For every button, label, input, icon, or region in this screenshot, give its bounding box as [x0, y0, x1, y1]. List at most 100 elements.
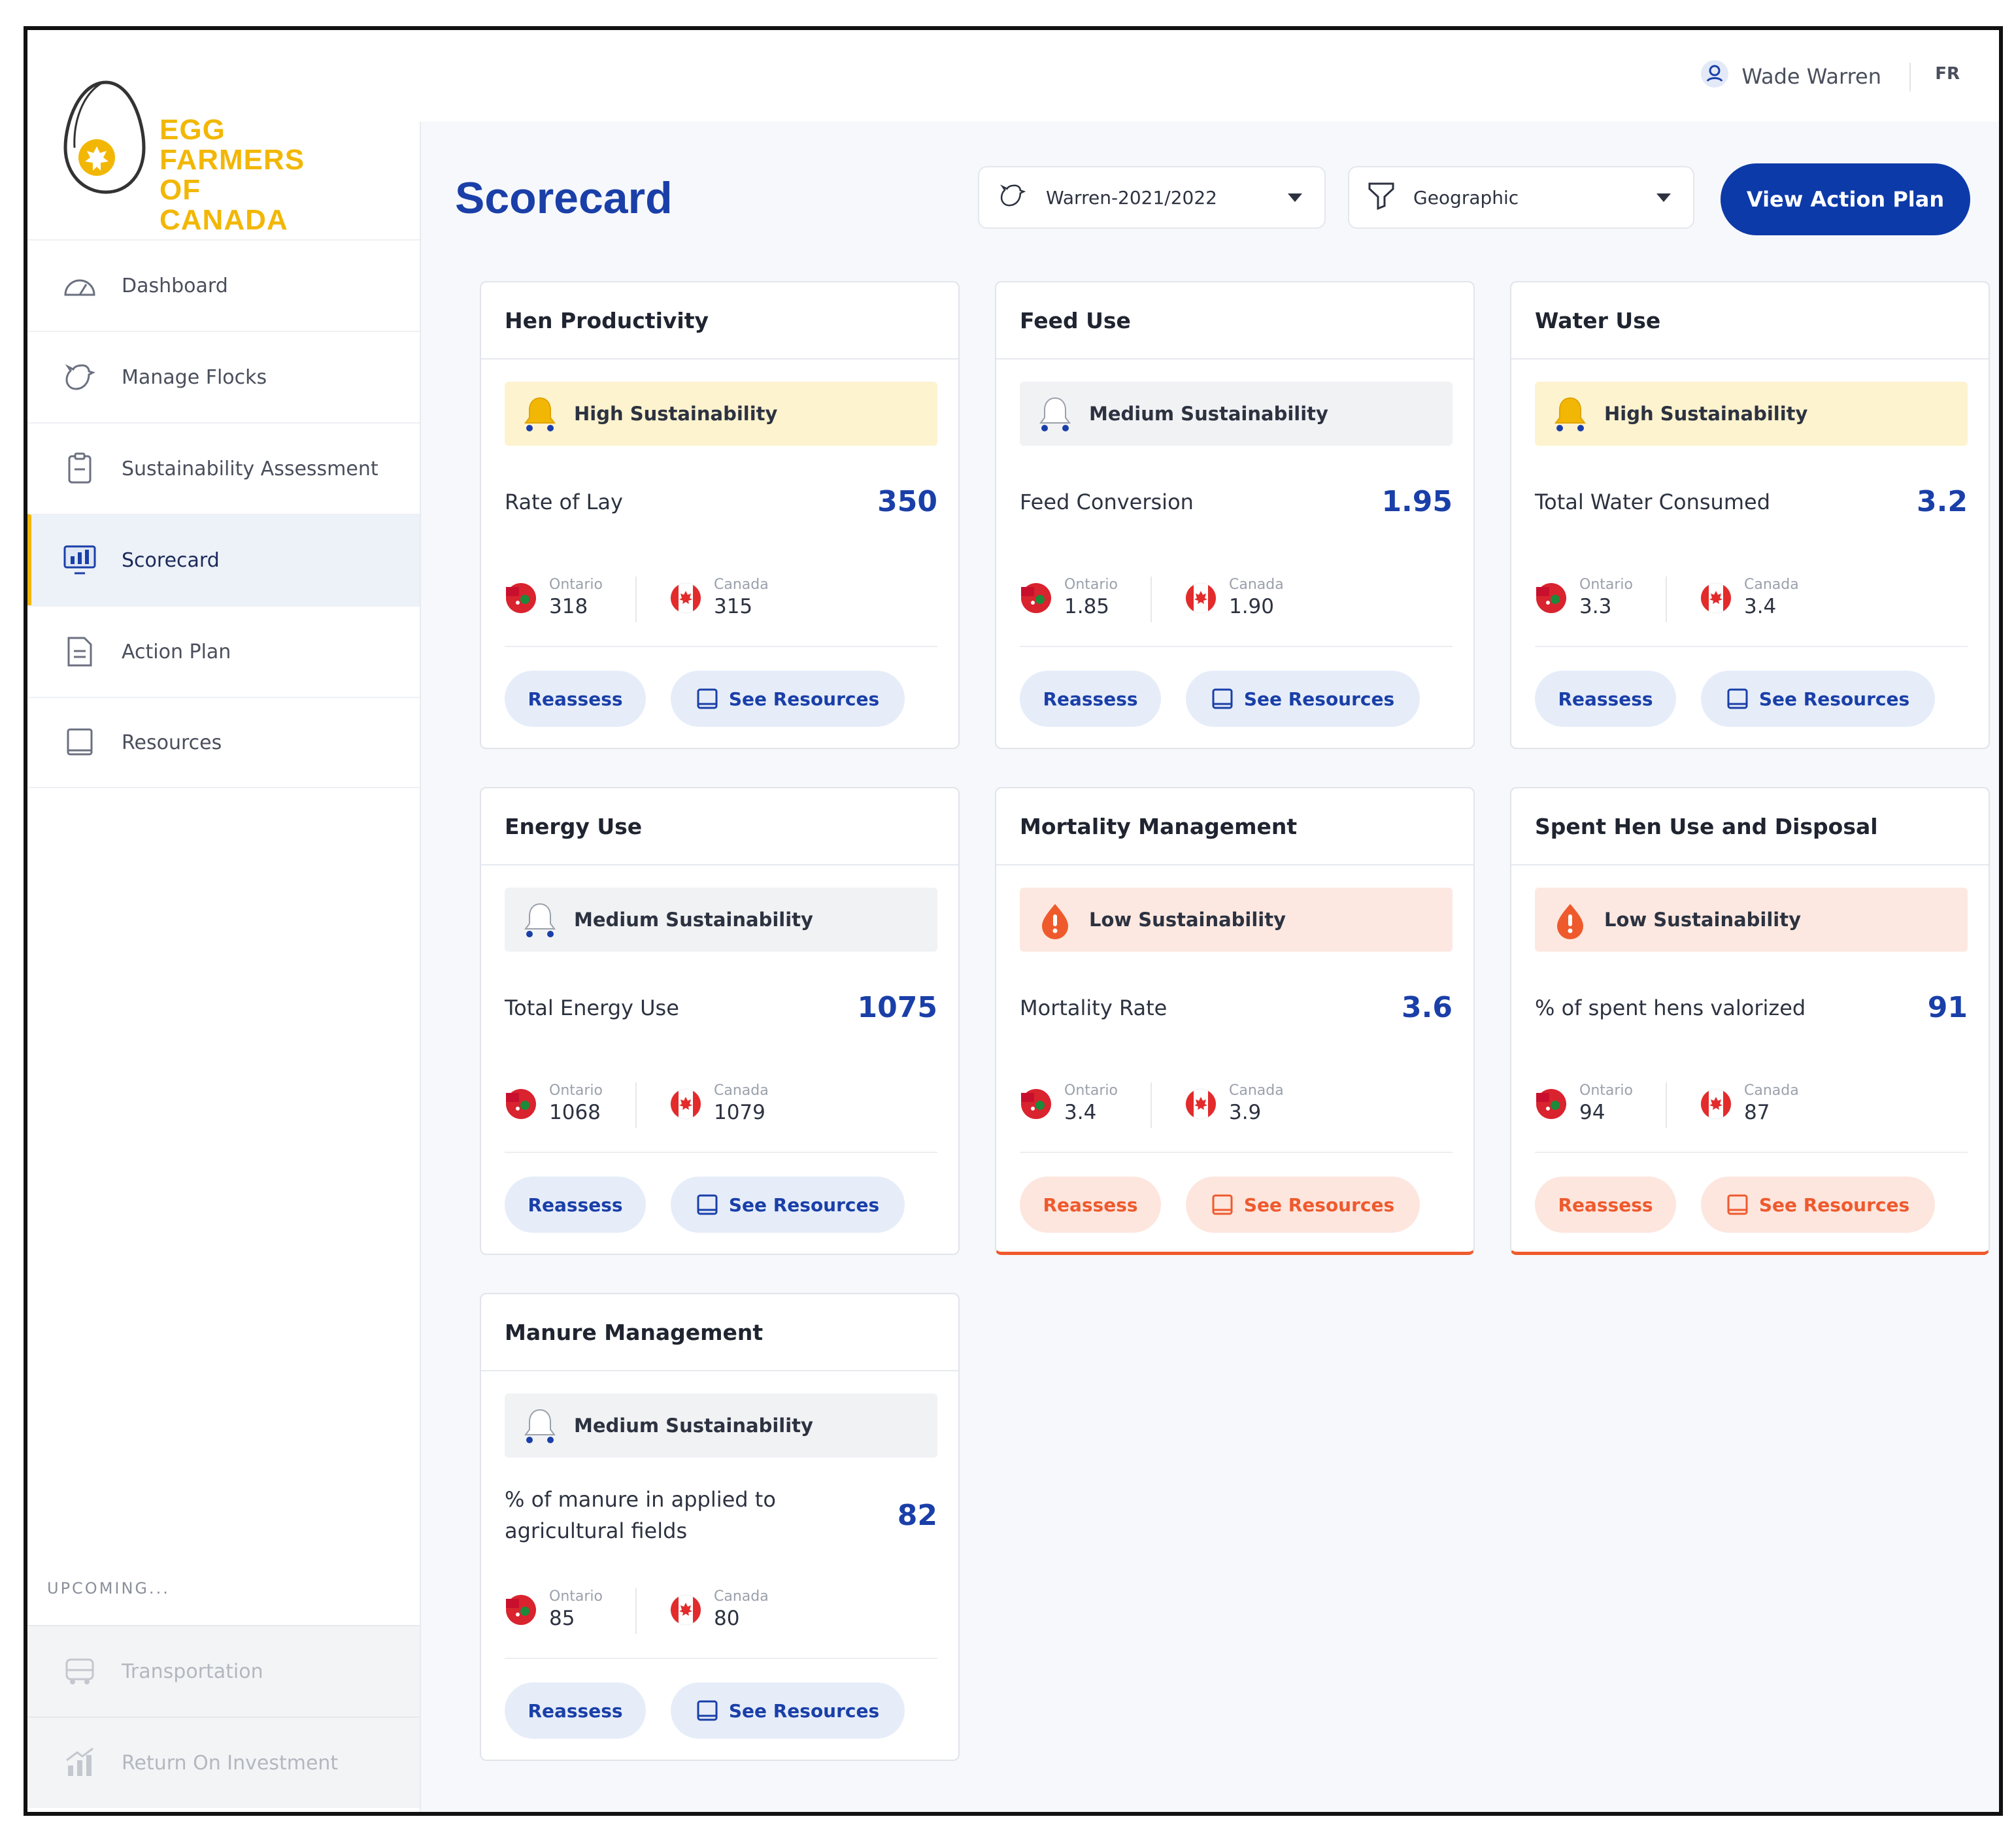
bell-high-icon — [1554, 397, 1586, 431]
comparison-row: Ontario 1.85 Canada 1.90 — [1020, 577, 1453, 647]
metric-value: 3.2 — [1917, 485, 1968, 518]
ontario-flag-icon — [506, 1089, 536, 1119]
flock-select[interactable]: Warren-2021/2022 — [978, 166, 1326, 229]
alert-drop-icon — [1042, 904, 1068, 939]
comparison-row: Ontario 94 Canada 87 — [1535, 1082, 1968, 1153]
sustainability-badge: High Sustainability — [1535, 382, 1968, 446]
metric-row: Total Energy Use 1075 — [505, 991, 937, 1024]
user-avatar-icon — [1700, 59, 1730, 94]
metric-row: Mortality Rate 3.6 — [1020, 991, 1453, 1024]
sidebar-item-label: Return On Investment — [122, 1751, 339, 1775]
canada-comparison: Canada 1079 — [669, 1082, 769, 1126]
canada-flag-icon — [670, 582, 701, 614]
metric-value: 1075 — [857, 991, 937, 1024]
ontario-value: 85 — [549, 1607, 575, 1630]
ontario-label: Ontario — [549, 577, 603, 593]
card-title: Water Use — [1511, 282, 1989, 360]
bell-high-icon — [524, 397, 556, 431]
roi-chart-icon — [61, 1745, 98, 1781]
reassess-button[interactable]: Reassess — [505, 1682, 646, 1739]
sidebar-item-resources[interactable]: Resources — [27, 697, 420, 788]
brand-name: EGG FARMERS OF CANADA — [160, 115, 335, 235]
ontario-value: 318 — [549, 595, 588, 618]
badge-label: Medium Sustainability — [574, 909, 813, 931]
user-name: Wade Warren — [1741, 64, 1881, 89]
ontario-value: 3.3 — [1579, 595, 1612, 618]
card-actions: Reassess See Resources — [505, 1177, 905, 1233]
metric-value: 82 — [897, 1498, 937, 1532]
canada-flag-icon — [1185, 582, 1217, 614]
reassess-button[interactable]: Reassess — [505, 671, 646, 727]
see-resources-label: See Resources — [728, 1699, 880, 1722]
book-icon — [1212, 688, 1233, 709]
reassess-button[interactable]: Reassess — [1020, 671, 1161, 727]
scorecard-card: Water Use High Sustainability Total Wate… — [1510, 281, 1990, 749]
app-window: EGG FARMERS OF CANADA Dashboard Manage F… — [24, 26, 2003, 1816]
bell-medium-icon — [524, 1409, 556, 1443]
card-title: Spent Hen Use and Disposal — [1511, 788, 1989, 865]
canada-flag-icon — [670, 1594, 701, 1626]
sustainability-badge: Medium Sustainability — [505, 1394, 937, 1458]
divider — [635, 577, 637, 622]
badge-label: Low Sustainability — [1089, 909, 1286, 931]
sidebar-item-manage-flocks[interactable]: Manage Flocks — [27, 331, 420, 422]
card-actions: Reassess See Resources — [1020, 671, 1420, 727]
metric-value: 1.95 — [1381, 485, 1453, 518]
sustainability-badge: Low Sustainability — [1535, 888, 1968, 952]
metric-row: Rate of Lay 350 — [505, 485, 937, 518]
metric-label: Feed Conversion — [1020, 489, 1194, 514]
sidebar-item-sustainability-assessment[interactable]: Sustainability Assessment — [27, 422, 420, 514]
upcoming-list: Transportation Return On Investment — [27, 1625, 420, 1808]
sidebar-item-label: Scorecard — [122, 548, 220, 572]
flock-select-value: Warren-2021/2022 — [1046, 186, 1217, 209]
see-resources-button[interactable]: See Resources — [1186, 671, 1420, 727]
comparison-row: Ontario 318 Canada 315 — [505, 577, 937, 647]
reassess-button[interactable]: Reassess — [505, 1177, 646, 1233]
book-icon — [1727, 1194, 1748, 1215]
comparison-row: Ontario 85 Canada 80 — [505, 1588, 937, 1659]
card-title: Manure Management — [481, 1294, 958, 1371]
ontario-value: 1068 — [549, 1101, 601, 1124]
brand-line-2: OF CANADA — [160, 174, 288, 236]
bell-medium-icon — [524, 903, 556, 937]
hen-icon — [61, 359, 98, 395]
top-bar: Wade Warren FR — [420, 30, 1999, 122]
see-resources-button[interactable]: See Resources — [671, 1682, 905, 1739]
metric-value: 350 — [877, 485, 937, 518]
see-resources-button[interactable]: See Resources — [1701, 671, 1935, 727]
canada-label: Canada — [713, 1082, 769, 1099]
reassess-button[interactable]: Reassess — [1020, 1177, 1161, 1233]
gauge-icon — [61, 267, 98, 304]
sidebar-item-dashboard[interactable]: Dashboard — [27, 239, 420, 331]
ontario-flag-icon — [1536, 1089, 1566, 1119]
reassess-button[interactable]: Reassess — [1535, 1177, 1676, 1233]
canada-comparison: Canada 80 — [669, 1588, 769, 1631]
sidebar-item-label: Action Plan — [122, 640, 231, 663]
divider — [1150, 1082, 1152, 1128]
metric-row: Feed Conversion 1.95 — [1020, 485, 1453, 518]
brand-logo[interactable]: EGG FARMERS OF CANADA — [60, 76, 335, 235]
language-toggle[interactable]: FR — [1935, 64, 1960, 84]
divider — [1150, 577, 1152, 622]
comparison-select[interactable]: Geographic — [1348, 166, 1694, 229]
ontario-comparison: Ontario 1.85 — [1020, 577, 1118, 620]
sidebar-item-scorecard[interactable]: Scorecard — [27, 514, 420, 605]
reassess-button[interactable]: Reassess — [1535, 671, 1676, 727]
canada-value: 1.90 — [1228, 595, 1275, 618]
metric-label: Total Water Consumed — [1535, 489, 1770, 514]
canada-label: Canada — [1228, 1082, 1284, 1099]
sidebar-item-action-plan[interactable]: Action Plan — [27, 605, 420, 697]
see-resources-button[interactable]: See Resources — [671, 1177, 905, 1233]
user-menu[interactable]: Wade Warren — [1700, 59, 1881, 94]
badge-label: High Sustainability — [1604, 403, 1808, 425]
comparison-select-value: Geographic — [1413, 186, 1519, 209]
see-resources-button[interactable]: See Resources — [671, 671, 905, 727]
scorecard-card: Manure Management Medium Sustainability … — [480, 1293, 960, 1761]
scorecard-card: Spent Hen Use and Disposal Low Sustainab… — [1510, 787, 1990, 1255]
see-resources-button[interactable]: See Resources — [1186, 1177, 1420, 1233]
view-action-plan-button[interactable]: View Action Plan — [1721, 163, 1970, 235]
metric-label: Rate of Lay — [505, 489, 623, 514]
ontario-label: Ontario — [1579, 1082, 1633, 1099]
see-resources-button[interactable]: See Resources — [1701, 1177, 1935, 1233]
bell-high-icon — [520, 394, 560, 433]
